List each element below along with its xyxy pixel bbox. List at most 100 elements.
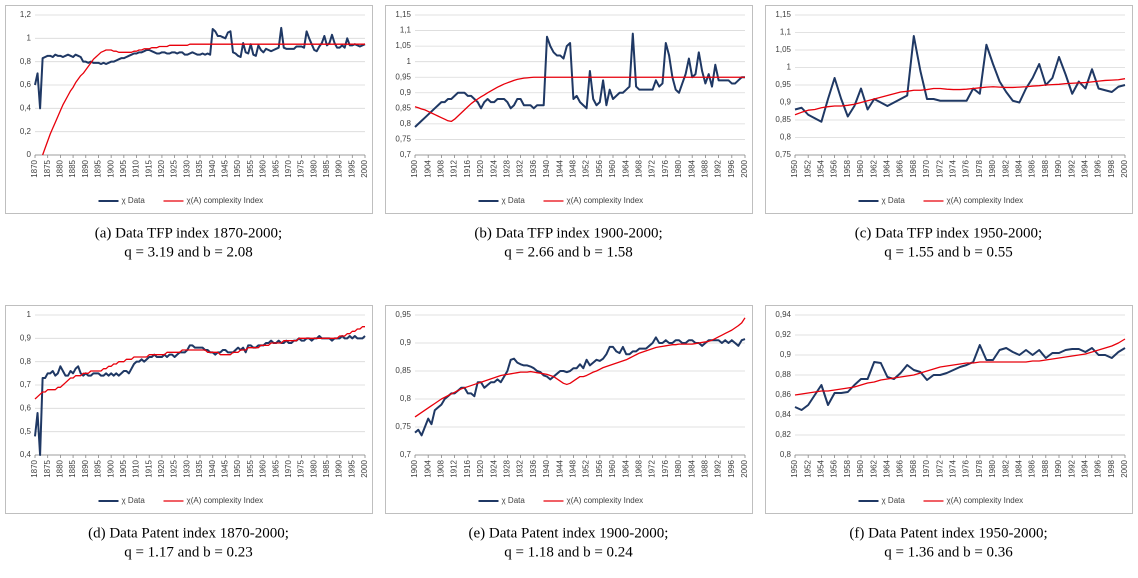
x-tick-label: 1966 (896, 159, 905, 177)
x-tick-label: 1954 (817, 459, 826, 477)
x-tick-label: 1978 (975, 459, 984, 477)
x-tick-label: 1984 (687, 459, 696, 477)
series-line (34, 26, 366, 110)
x-tick-label: 2000 (1120, 159, 1129, 177)
x-tick-label: 1972 (935, 459, 944, 477)
x-tick-label: 1970 (922, 459, 931, 477)
x-tick-label: 1955 (246, 159, 255, 177)
y-tick-label: 0,7 (20, 380, 32, 389)
legend-label: χ Data (122, 196, 146, 205)
x-tick-label: 1920 (157, 459, 166, 477)
x-tick-label: 1940 (208, 459, 217, 477)
x-tick-label: 1890 (81, 459, 90, 477)
x-tick-label: 1972 (648, 459, 657, 477)
x-tick-label: 1880 (55, 159, 64, 177)
x-tick-label: 1996 (727, 459, 736, 477)
x-tick-label: 1984 (1015, 459, 1024, 477)
x-tick-label: 1910 (132, 159, 141, 177)
x-tick-label: 1984 (1015, 159, 1024, 177)
x-tick-label: 1996 (1094, 459, 1103, 477)
y-tick-label: 0,84 (775, 410, 791, 419)
x-tick-label: 1900 (106, 459, 115, 477)
x-tick-label: 2000 (740, 459, 749, 477)
y-tick-label: 0,85 (775, 115, 791, 124)
y-tick-label: 0,5 (20, 427, 32, 436)
x-tick-label: 1980 (674, 159, 683, 177)
x-tick-label: 1992 (1067, 159, 1076, 177)
y-tick-label: 1,1 (400, 26, 412, 35)
x-tick-label: 1924 (489, 459, 498, 477)
legend-label: χ(A) complexity Index (947, 196, 1024, 205)
series-line (34, 335, 366, 456)
y-tick-label: 0,8 (20, 357, 32, 366)
legend-label: χ Data (502, 196, 526, 205)
y-tick-label: 1,15 (395, 10, 411, 19)
x-tick-label: 1928 (503, 159, 512, 177)
x-tick-label: 1900 (410, 459, 419, 477)
chart-frame (5, 5, 373, 214)
x-tick-label: 1990 (335, 159, 344, 177)
x-tick-label: 1988 (701, 159, 710, 177)
y-tick-label: 1,2 (20, 10, 32, 19)
y-tick-label: 1,1 (780, 28, 792, 37)
x-tick-label: 1958 (843, 159, 852, 177)
x-tick-label: 1954 (817, 159, 826, 177)
x-tick-label: 1986 (1028, 159, 1037, 177)
x-tick-label: 1936 (529, 459, 538, 477)
y-tick-label: 0,9 (400, 338, 412, 347)
series-line (414, 317, 746, 418)
x-tick-label: 1952 (803, 159, 812, 177)
x-tick-label: 1972 (648, 159, 657, 177)
y-tick-label: 1 (27, 310, 32, 319)
x-tick-label: 1952 (803, 459, 812, 477)
x-tick-label: 1974 (949, 159, 958, 177)
x-tick-label: 1988 (1041, 159, 1050, 177)
y-tick-label: 0,6 (20, 80, 32, 89)
y-tick-label: 0,8 (400, 119, 412, 128)
series-line (794, 35, 1126, 123)
x-tick-label: 1905 (119, 459, 128, 477)
x-tick-label: 1980 (309, 159, 318, 177)
x-tick-label: 1962 (869, 159, 878, 177)
y-tick-label: 0,86 (775, 390, 791, 399)
x-tick-label: 1988 (1041, 459, 1050, 477)
caption: q = 3.19 and b = 2.08 (124, 244, 253, 260)
x-tick-label: 2000 (1120, 459, 1129, 477)
x-tick-label: 1990 (1054, 459, 1063, 477)
x-tick-label: 1966 (896, 459, 905, 477)
x-tick-label: 1940 (208, 159, 217, 177)
x-tick-label: 1875 (43, 459, 52, 477)
x-tick-label: 1950 (233, 159, 242, 177)
x-tick-label: 1990 (335, 459, 344, 477)
chart-frame (385, 305, 753, 514)
x-tick-label: 1930 (182, 159, 191, 177)
x-tick-label: 1920 (476, 159, 485, 177)
series-line (414, 76, 745, 123)
x-tick-label: 1955 (246, 459, 255, 477)
x-tick-label: 1992 (714, 159, 723, 177)
x-tick-label: 1982 (1001, 159, 1010, 177)
x-tick-label: 1948 (569, 459, 578, 477)
y-tick-label: 0,8 (780, 133, 792, 142)
x-tick-label: 1912 (450, 159, 459, 177)
legend-label: χ(A) complexity Index (187, 496, 264, 505)
y-tick-label: 0 (27, 150, 32, 159)
legend-label: χ Data (122, 496, 146, 505)
x-tick-label: 1915 (144, 159, 153, 177)
series-line (794, 338, 1126, 396)
x-tick-label: 1908 (437, 159, 446, 177)
x-tick-label: 1956 (830, 459, 839, 477)
chart-frame (385, 5, 753, 214)
x-tick-label: 1890 (81, 159, 90, 177)
legend-label: χ(A) complexity Index (947, 496, 1024, 505)
x-tick-label: 1964 (621, 459, 630, 477)
x-tick-label: 1885 (68, 159, 77, 177)
series-line (794, 78, 1126, 116)
x-tick-label: 1940 (542, 159, 551, 177)
x-tick-label: 1968 (909, 459, 918, 477)
x-tick-label: 1875 (43, 159, 52, 177)
y-tick-label: 0,95 (395, 72, 411, 81)
y-tick-label: 0,88 (775, 370, 791, 379)
caption: q = 2.66 and b = 1.58 (504, 244, 633, 260)
x-tick-label: 1992 (1067, 459, 1076, 477)
